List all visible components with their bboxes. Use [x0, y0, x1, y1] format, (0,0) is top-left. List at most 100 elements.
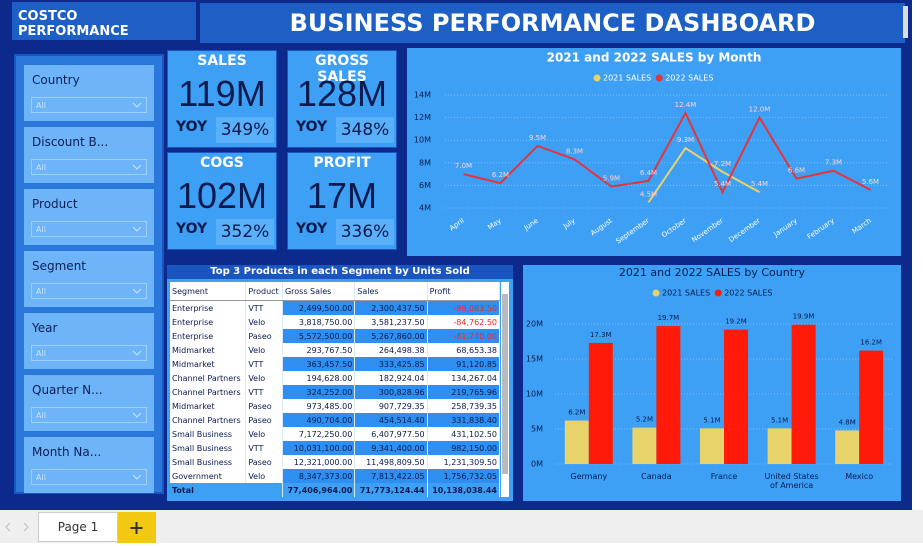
slicer-dropdown[interactable]: All [31, 97, 147, 113]
table-cell: -84,762.50 [427, 315, 501, 329]
kpi-value: 102M [176, 175, 268, 216]
table-cell: Paseo [245, 399, 283, 413]
slicer[interactable]: Segment All [24, 251, 154, 307]
table-cell: 2,499,500.00 [282, 300, 356, 315]
data-label: 5.4M [751, 180, 768, 188]
table-cell: 454,514.40 [354, 413, 428, 427]
table-cell: 264,498.38 [354, 343, 428, 357]
x-tick-label: January [772, 217, 799, 239]
table-row: Small Business Paseo 12,321,000.00 11,498,8… [170, 455, 501, 469]
table-cell: Small Business [170, 441, 247, 455]
slicer-dropdown[interactable]: All [31, 159, 147, 175]
table-row: Midmarket VTT 363,457.50 333,425.85 91,120.8… [170, 357, 501, 371]
x-tick-label: France [710, 472, 738, 481]
table-cell: VTT [245, 300, 283, 315]
data-label: 5.6M [862, 178, 879, 186]
x-tick-label: September [615, 217, 651, 246]
page-tab[interactable]: Page 1 [38, 512, 118, 542]
kpi-title: SALES [197, 53, 247, 69]
chart-title: 2021 and 2022 SALES by Month [547, 51, 762, 65]
slicer[interactable]: Product All [24, 189, 154, 245]
table-cell: Midmarket [170, 343, 247, 357]
legend-marker [593, 74, 601, 82]
bar [564, 420, 589, 464]
slicer-dropdown[interactable]: All [31, 407, 147, 423]
line-chart-panel: 2021 and 2022 SALES by Month 2021 SALES 20… [407, 48, 901, 256]
table-cell: 300,828.96 [354, 385, 428, 399]
slicer-dropdown[interactable]: All [31, 283, 147, 299]
kpi-yoy-label: YOY [296, 119, 328, 135]
table-cell: Enterprise [170, 329, 247, 343]
slicer[interactable]: Discount B... All [24, 127, 154, 183]
slicer-dropdown[interactable]: All [31, 469, 147, 485]
slicer[interactable]: Country All [24, 65, 154, 121]
table-cell: 258,739.35 [427, 399, 501, 413]
kpi-yoy-label: YOY [176, 119, 208, 135]
table-cell: VTT [245, 357, 283, 371]
table-cell: 363,457.50 [282, 357, 356, 371]
total-cell: 77,406,964.00 [282, 483, 356, 497]
table-cell: VTT [245, 441, 283, 455]
slicer-label: Product [32, 197, 78, 211]
x-tick-label: United States of America [764, 472, 819, 490]
table-cell: 1,231,309.50 [427, 455, 501, 469]
table-cell: 219,765.96 [427, 385, 501, 399]
table-cell: Government [170, 469, 247, 483]
data-label: 5.1M [771, 416, 788, 424]
table-panel: Top 3 Products in each Segment by Units … [167, 265, 513, 501]
data-label: 7.0M [455, 162, 472, 170]
table-cell: 9,341,400.00 [354, 441, 428, 455]
bar [767, 428, 792, 464]
y-tick-label: 10M [526, 390, 543, 399]
data-label: 19.9M [793, 313, 815, 321]
table-cell: 134,267.04 [427, 371, 501, 385]
table-cell: Velo [245, 371, 283, 385]
slicer[interactable]: Month Na... All [24, 437, 154, 493]
total-cell: 71,773,124.44 [354, 483, 428, 497]
add-page-button[interactable] [117, 512, 156, 543]
table-cell: Paseo [245, 455, 283, 469]
line-series [647, 146, 760, 203]
table-cell: 12,321,000.00 [282, 455, 356, 469]
y-tick-label: 0M [531, 460, 543, 469]
slicer-dropdown[interactable]: All [31, 221, 147, 237]
legend-label: 2021 SALES [603, 74, 651, 83]
table-cell: Velo [245, 427, 283, 441]
x-tick-label: Germany [570, 472, 608, 481]
table-cell: 333,425.85 [354, 357, 428, 371]
legend-marker [655, 74, 663, 82]
data-label: 17.3M [590, 331, 612, 339]
slicer[interactable]: Year All [24, 313, 154, 369]
bar [791, 324, 816, 464]
header-row: Segment Product Gross Sales Sales Profit [170, 282, 501, 301]
line-series [463, 110, 871, 195]
table-row: Small Business Velo 7,172,250.00 6,407,977.… [170, 427, 501, 441]
scrollbar[interactable] [501, 282, 509, 497]
table-cell: Enterprise [170, 315, 247, 329]
slicer-dropdown[interactable]: All [31, 345, 147, 361]
table-cell: 91,120.85 [427, 357, 501, 371]
slicer[interactable]: Quarter N... All [24, 375, 154, 431]
data-label: 19.7M [658, 314, 680, 322]
table-cell: 331,838.40 [427, 413, 501, 427]
tab-nav[interactable] [2, 520, 32, 534]
table-cell: Enterprise [170, 300, 247, 315]
table-cell: 6,407,977.50 [354, 427, 428, 441]
column-header: Gross Sales [282, 282, 356, 301]
table-cell: 431,102.50 [427, 427, 501, 441]
bar [835, 430, 860, 464]
kpi-title: PROFIT [313, 155, 371, 171]
table-cell: 11,498,809.50 [354, 455, 428, 469]
y-tick-label: 14M [414, 91, 431, 100]
data-label: 12.0M [749, 106, 771, 114]
chevron [132, 350, 142, 356]
table-row: Channel Partners Velo 194,628.00 182,924.04… [170, 371, 501, 385]
column-header: Sales [354, 282, 428, 301]
kpi-card: COGS 102M YOY 352% [167, 152, 277, 250]
data-label: 6.2M [568, 409, 585, 417]
x-tick-label: March [851, 217, 873, 236]
chevron-path [132, 474, 142, 480]
table-cell: 324,252.00 [282, 385, 356, 399]
chevron-path [132, 350, 142, 356]
y-tick-label: 6M [419, 181, 431, 190]
